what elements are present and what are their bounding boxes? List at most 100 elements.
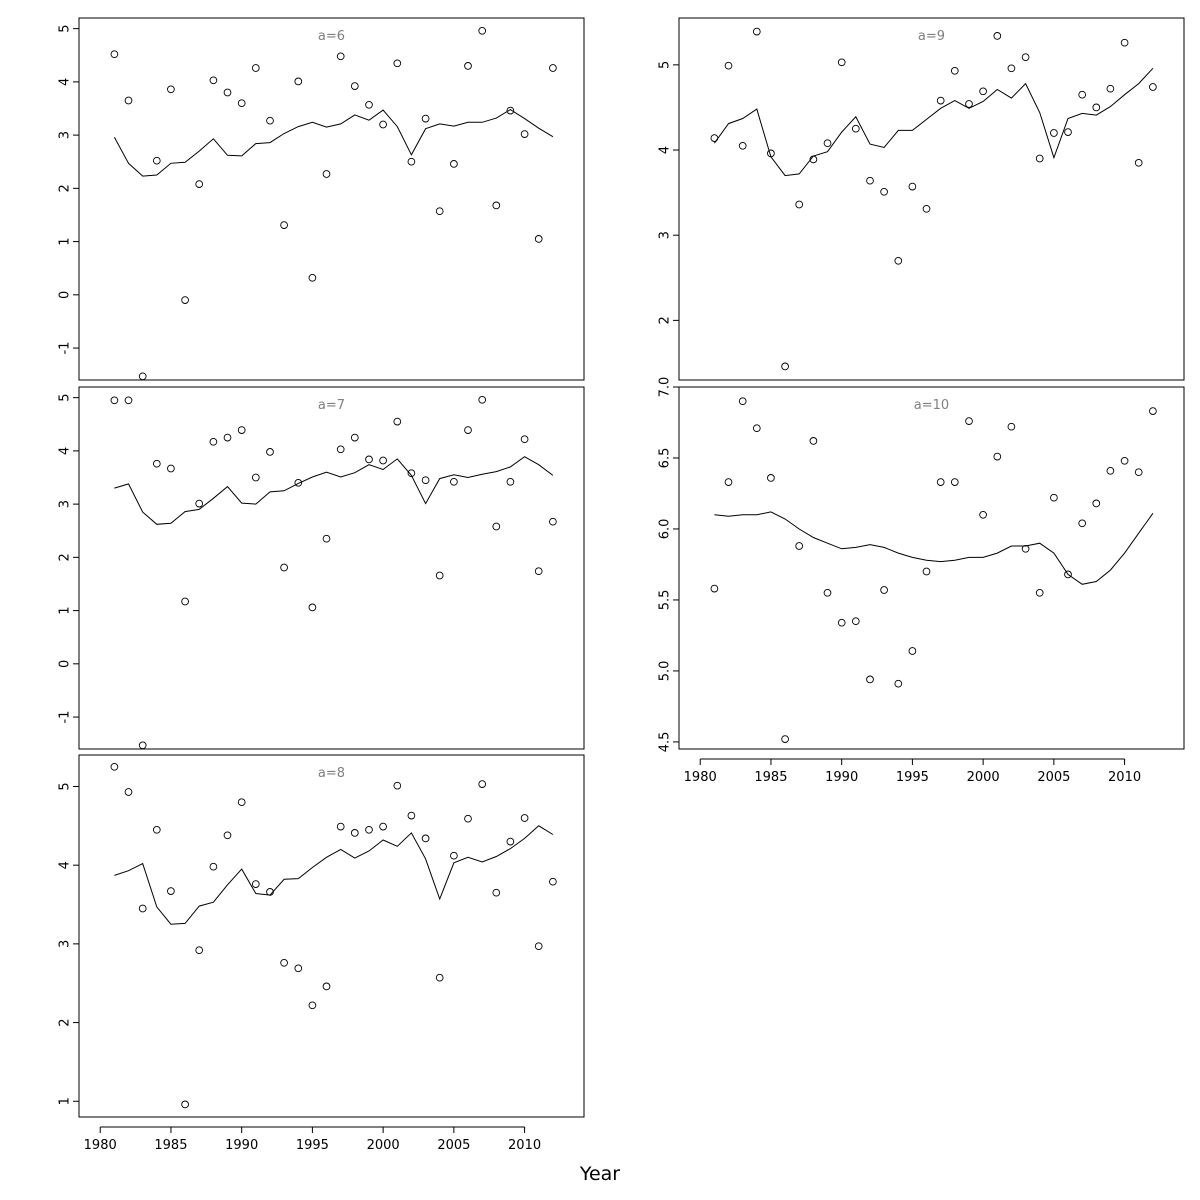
panel-a=6: a=6 -1 0 1 2 3 4 5 — [58, 17, 585, 381]
data-point — [506, 837, 515, 846]
data-point — [195, 946, 204, 955]
data-point — [979, 510, 987, 519]
x-tick-label: 1995 — [296, 1138, 329, 1153]
y-tick-label: 1 — [58, 1097, 73, 1105]
data-point — [549, 64, 557, 72]
data-point — [124, 788, 133, 796]
data-point — [223, 433, 232, 442]
data-point — [506, 477, 515, 486]
data-point — [167, 464, 175, 473]
data-point — [492, 888, 501, 897]
data-point — [795, 542, 804, 550]
data-point — [795, 200, 804, 209]
data-point — [138, 372, 147, 381]
data-point — [110, 50, 119, 59]
data-point — [851, 124, 860, 133]
data-point — [393, 417, 402, 426]
data-point — [195, 499, 204, 508]
fit-line — [114, 825, 554, 925]
panel-label: a=9 — [918, 29, 945, 44]
panel-a=9: a=9 2 3 4 5 — [658, 17, 1185, 381]
data-point — [1149, 407, 1157, 415]
data-point — [421, 114, 430, 123]
data-point — [464, 62, 472, 70]
data-point — [936, 478, 945, 486]
data-point — [1106, 84, 1115, 93]
y-tick-label: 3 — [58, 940, 73, 948]
data-point — [336, 52, 345, 61]
data-point — [837, 58, 846, 67]
x-tick-label: 1985 — [754, 770, 787, 785]
data-point — [322, 170, 331, 178]
x-tick-label: 2000 — [967, 770, 1000, 785]
data-point — [308, 273, 317, 282]
data-point — [322, 982, 331, 991]
plot-frame — [78, 17, 585, 381]
data-point — [1050, 129, 1058, 137]
y-tick-label: -1 — [58, 711, 73, 724]
data-point — [1007, 422, 1016, 431]
data-point — [1149, 83, 1157, 91]
data-point — [1120, 38, 1129, 47]
y-tick-label: 0 — [58, 660, 73, 668]
data-point — [767, 474, 775, 482]
data-point — [110, 396, 119, 405]
data-point — [710, 584, 719, 593]
data-point — [710, 134, 719, 142]
x-tick-label: 2010 — [1108, 770, 1141, 785]
y-tick-label: 1 — [58, 237, 73, 245]
data-point — [379, 120, 387, 129]
data-point — [534, 942, 543, 951]
data-point — [110, 762, 119, 771]
data-point — [280, 221, 288, 229]
data-point — [336, 445, 345, 454]
panel-label: a=10 — [914, 398, 949, 413]
y-tick-label: 4 — [658, 146, 673, 154]
data-point — [1092, 499, 1101, 508]
data-point — [266, 448, 274, 456]
data-point — [379, 822, 387, 831]
data-point — [880, 187, 888, 196]
data-point — [520, 435, 529, 444]
data-point — [534, 567, 543, 576]
y-tick-label: 4 — [58, 861, 73, 869]
y-tick-label: 4.5 — [658, 732, 673, 753]
data-point — [350, 82, 359, 90]
data-point — [724, 61, 733, 70]
plot-frame — [78, 754, 585, 1118]
data-point — [851, 617, 860, 626]
data-point — [138, 904, 147, 913]
data-point — [752, 27, 761, 36]
data-point — [237, 798, 246, 807]
data-point — [866, 675, 874, 684]
data-point — [549, 877, 557, 886]
data-point — [534, 235, 543, 243]
data-point — [724, 478, 733, 486]
data-point — [1134, 158, 1143, 167]
panels: a=6 -1 0 1 2 3 4 5 a=9 2 3 4 5 a=7 -1 0 1 2 3 4 5 a=10 4.5 5.0 5… — [58, 17, 1185, 1153]
data-point — [322, 534, 331, 543]
data-point — [1064, 570, 1072, 579]
data-point — [1021, 544, 1030, 553]
y-tick-label: 5 — [58, 782, 73, 790]
data-point — [393, 781, 402, 790]
data-point — [922, 204, 931, 213]
data-point — [492, 522, 501, 531]
y-tick-label: 6.5 — [658, 448, 673, 469]
data-point — [464, 426, 472, 434]
panel-label: a=7 — [318, 398, 345, 413]
data-point — [936, 96, 945, 105]
data-point — [1050, 493, 1058, 502]
x-tick-label: 1980 — [684, 770, 717, 785]
data-point — [1092, 103, 1101, 112]
data-point — [152, 825, 161, 834]
data-point — [209, 437, 218, 446]
x-tick-label: 2000 — [367, 1138, 400, 1153]
data-point — [223, 831, 232, 840]
data-point — [294, 77, 303, 86]
data-point — [237, 99, 246, 108]
y-tick-label: 0 — [58, 291, 73, 299]
data-point — [767, 149, 775, 158]
y-tick-label: 5 — [58, 394, 73, 402]
